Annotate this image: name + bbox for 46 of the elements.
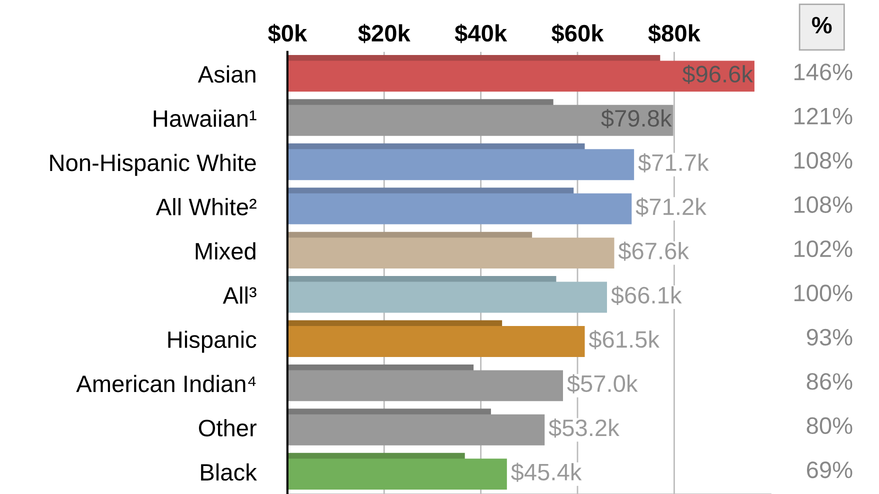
text: 146% <box>794 64 852 80</box>
text: 80% <box>806 417 852 434</box>
y-tick-label: Hispanic <box>168 330 256 353</box>
text: 108% <box>794 196 852 213</box>
y-tick-label: Non-Hispanic White <box>50 154 256 176</box>
bar <box>287 370 563 402</box>
y-tick-label: Black <box>201 463 257 481</box>
text: 108% <box>794 152 852 169</box>
y-tick-label: American Indian⁴ <box>76 374 256 392</box>
data-label: $71.7k <box>638 153 709 172</box>
data-label: $66.1k <box>611 286 682 305</box>
text: 86% <box>806 373 852 390</box>
data-label: $67.6k <box>618 242 690 261</box>
x-tick-label: $40k <box>454 24 508 44</box>
x-tick-label: $60k <box>552 24 604 44</box>
y-tick-label: Mixed <box>196 242 256 260</box>
data-label: $79.8k <box>601 109 672 128</box>
text: 93% <box>806 328 852 346</box>
x-tick-label: $80k <box>648 24 700 44</box>
text: 100% <box>794 284 852 302</box>
data-label: $53.2k <box>548 418 620 438</box>
text: 121% <box>794 108 852 124</box>
bar <box>287 458 507 490</box>
data-label: $57.0k <box>567 374 638 394</box>
bar <box>287 414 545 446</box>
data-label: $96.6k <box>682 64 754 84</box>
bar <box>287 238 614 269</box>
bar <box>287 104 674 136</box>
data-label: $71.2k <box>636 197 706 217</box>
x-tick-label: $20k <box>358 24 410 44</box>
y-tick-label: Hawaiian¹ <box>154 110 256 127</box>
text: 102% <box>794 240 852 258</box>
bar <box>287 60 754 92</box>
data-label: $61.5k <box>588 330 660 350</box>
y-tick-label: All³ <box>222 286 256 304</box>
text: 69% <box>807 462 852 478</box>
y-tick-label: Asian <box>198 65 256 83</box>
bar <box>287 282 607 313</box>
x-tick-label: $0k <box>268 24 308 44</box>
bar <box>287 149 634 180</box>
bar <box>287 193 632 224</box>
text: % <box>812 16 832 34</box>
data-label: $45.4k <box>511 462 582 482</box>
y-tick-label: Other <box>198 419 256 436</box>
y-tick-label: All White² <box>156 198 256 216</box>
bar <box>287 326 585 357</box>
